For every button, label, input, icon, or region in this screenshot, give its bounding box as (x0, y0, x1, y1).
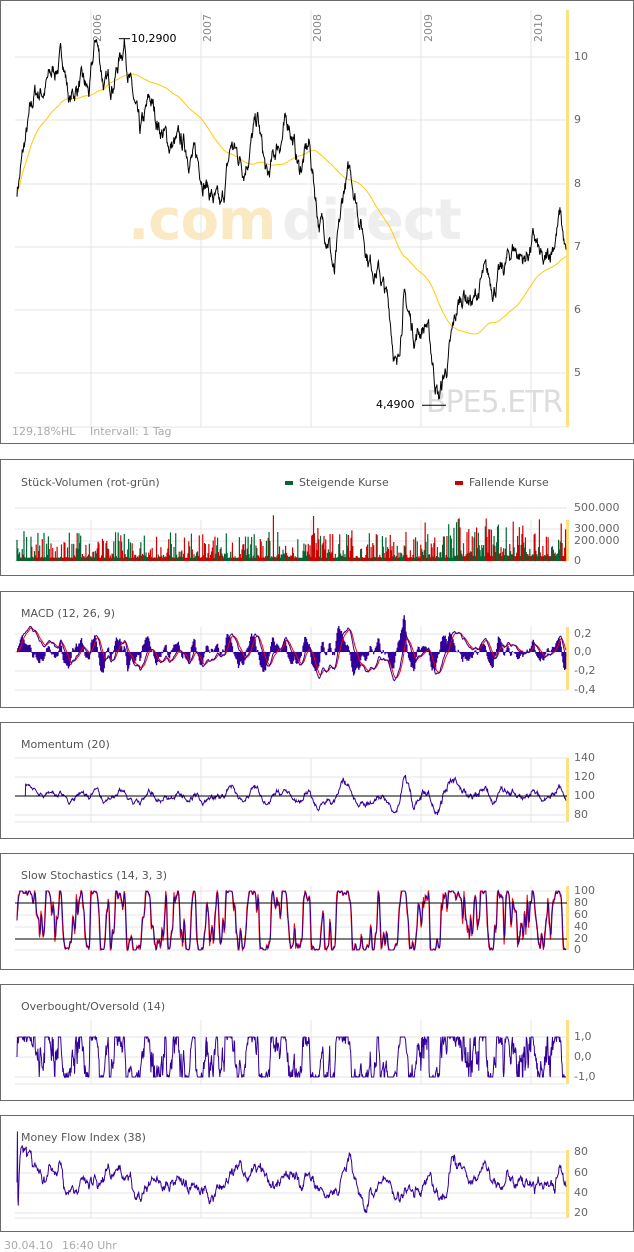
year-label-2007: 2007 (201, 14, 214, 42)
y-tick-label: 6 (574, 303, 581, 316)
y-tick-label: 10 (574, 50, 588, 63)
momentum-title: Momentum (20) (21, 738, 110, 751)
legend-falling-label: Fallende Kurse (469, 476, 549, 489)
momentum-panel (0, 722, 634, 839)
high-annotation: 10,2900 (131, 32, 177, 45)
footer-time: 16:40 Uhr (62, 1239, 117, 1252)
macd-line (16, 625, 567, 682)
current-bar-marker (566, 1150, 569, 1218)
y-tick-label: 300.000 (574, 522, 620, 535)
mfi-title: Money Flow Index (38) (21, 1131, 146, 1144)
y-tick-label: 80 (574, 896, 588, 909)
y-tick-label: -1,0 (574, 1070, 596, 1083)
y-tick-label: 80 (574, 1145, 588, 1158)
y-tick-label: 100 (574, 884, 595, 897)
current-bar-marker (566, 10, 569, 427)
current-bar-marker (566, 520, 569, 561)
mfi-line (16, 1131, 567, 1214)
y-tick-label: 40 (574, 920, 588, 933)
watermark-logo: .com (128, 188, 276, 253)
legend-falling: Fallende Kurse (455, 476, 549, 489)
momentum-line (17, 774, 567, 816)
y-tick-label: 20 (574, 1206, 588, 1219)
y-tick-label: 200.000 (574, 534, 620, 547)
y-tick-label: 5 (574, 366, 581, 379)
volume-title: Stück-Volumen (rot-grün) (21, 476, 160, 489)
interval-label: Intervall: 1 Tag (90, 425, 172, 438)
low-annotation: 4,4900 (376, 398, 415, 411)
y-tick-label: 0 (574, 943, 581, 956)
footer-date: 30.04.10 (4, 1239, 53, 1252)
year-label-2006: 2006 (91, 14, 104, 42)
y-tick-label: 0 (574, 554, 581, 567)
y-tick-label: 20 (574, 932, 588, 945)
legend-rising-label: Steigende Kurse (299, 476, 389, 489)
y-tick-label: 0,2 (574, 627, 592, 640)
y-tick-label: 120 (574, 770, 595, 783)
obos-panel (0, 984, 634, 1101)
legend-rising: Steigende Kurse (285, 476, 389, 489)
y-tick-label: 500.000 (574, 501, 620, 514)
current-bar-marker (566, 886, 569, 950)
y-tick-label: 60 (574, 908, 588, 921)
current-bar-marker (566, 1020, 569, 1084)
y-tick-label: 8 (574, 177, 581, 190)
y-tick-label: 0,0 (574, 1050, 592, 1063)
y-tick-label: 60 (574, 1166, 588, 1179)
year-label-2008: 2008 (311, 14, 324, 42)
y-tick-label: 40 (574, 1186, 588, 1199)
y-tick-label: 80 (574, 808, 588, 821)
legend-falling-swatch (455, 481, 463, 485)
current-bar-marker (566, 627, 569, 690)
y-tick-label: 7 (574, 240, 581, 253)
year-label-2010: 2010 (532, 14, 545, 42)
macd-panel (0, 591, 634, 708)
y-tick-label: 1,0 (574, 1030, 592, 1043)
y-tick-label: 140 (574, 751, 595, 764)
macd-title: MACD (12, 26, 9) (21, 607, 116, 620)
y-tick-label: 9 (574, 113, 581, 126)
y-tick-label: 0,0 (574, 645, 592, 658)
stochastic-d-line (16, 889, 567, 952)
moving-average-line (16, 73, 567, 335)
y-tick-label: 100 (574, 789, 595, 802)
obos-title: Overbought/Oversold (14) (21, 1000, 166, 1013)
price-line (16, 38, 567, 400)
y-tick-label: -0,2 (574, 664, 596, 677)
symbol-watermark: BPE5.ETR (426, 385, 563, 420)
year-label-2009: 2009 (422, 14, 435, 42)
current-bar-marker (566, 758, 569, 822)
stochastics-title: Slow Stochastics (14, 3, 3) (21, 869, 167, 882)
legend-rising-swatch (285, 481, 293, 485)
y-tick-label: -0,4 (574, 683, 596, 696)
obos-line (16, 1035, 566, 1079)
hl-label: 129,18%HL (12, 425, 76, 438)
